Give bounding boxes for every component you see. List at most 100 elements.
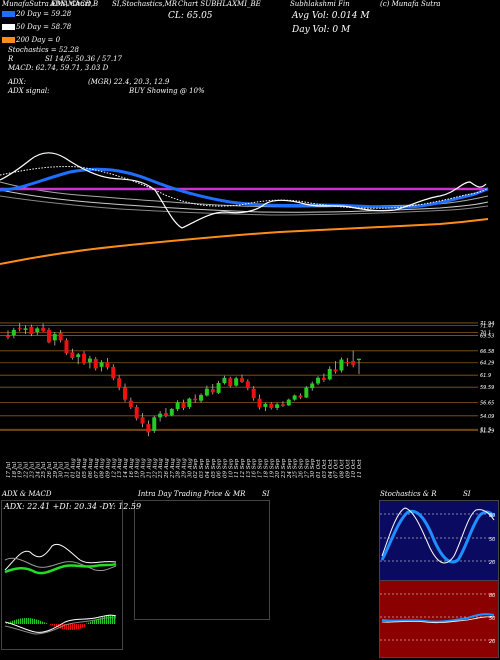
- macd-bar: [10, 621, 12, 624]
- date-label: 24 Jul: [35, 462, 41, 479]
- date-label: 30 Sep: [310, 458, 316, 478]
- date-label: 29 Aug: [182, 458, 188, 479]
- candle-body: [275, 404, 280, 408]
- date-label: 23 Sep: [281, 458, 287, 479]
- candle-body: [29, 326, 34, 335]
- price-tick-label: 70.1: [480, 330, 491, 336]
- si-tick-50: 50: [489, 616, 495, 622]
- adx-line-gray: [4, 557, 117, 571]
- candle-body: [158, 413, 163, 418]
- date-label: 10 Sep: [228, 458, 234, 478]
- date-label: 14 Aug: [123, 458, 129, 478]
- candle-body: [181, 402, 186, 408]
- candle-body: [76, 354, 81, 357]
- candle-body: [134, 406, 139, 419]
- date-label: 28 Aug: [176, 458, 182, 479]
- price-tick-label: 71.94: [480, 321, 494, 327]
- date-label: 06 Aug: [88, 458, 94, 478]
- candle-body: [234, 378, 239, 386]
- date-label: 07 Oct: [334, 459, 340, 478]
- macd-bar: [64, 624, 66, 630]
- ema-200-line: [0, 218, 489, 265]
- macd-bar: [16, 619, 18, 624]
- si-panel: [379, 580, 499, 658]
- candle-body: [357, 358, 361, 361]
- date-label: 26 Sep: [299, 458, 305, 479]
- date-label: 21 Aug: [146, 458, 152, 479]
- legend-label-50: 50 Day = 58.78: [16, 23, 72, 31]
- macd-bar: [60, 624, 62, 629]
- candle-body: [169, 409, 174, 416]
- macd-value: MACD: 62.74, 59.71, 3.03 D: [8, 64, 109, 72]
- candle-body: [351, 361, 356, 365]
- candle-body: [339, 359, 344, 371]
- date-label: 02 Sep: [193, 458, 199, 478]
- mr-panel-si: SI: [262, 490, 270, 498]
- date-label: 18 Sep: [263, 458, 269, 478]
- adx-panel: [1, 500, 123, 650]
- candle-body: [41, 327, 46, 331]
- date-label: 19 Aug: [135, 458, 141, 478]
- candle-body: [222, 377, 227, 383]
- macd-bar: [88, 622, 90, 624]
- macd-bar: [40, 620, 42, 624]
- stoch-tick-50: 50: [489, 537, 495, 543]
- ema-20-line: [0, 167, 489, 209]
- header-company: Subhlakshmi Fin: [290, 0, 350, 8]
- close-label: CL: 65.05: [168, 11, 213, 21]
- date-label: 04 Oct: [328, 459, 334, 478]
- price-tick-label: 56.65: [480, 401, 494, 407]
- price-tick-label: 64.29: [480, 361, 494, 367]
- candle-body: [333, 369, 338, 372]
- candle-body: [345, 362, 350, 364]
- macd-bar: [68, 624, 70, 630]
- mr-panel-title: Intra Day Trading Price & MR: [138, 490, 246, 498]
- date-label: 01 Oct: [316, 459, 322, 478]
- date-label: 04 Sep: [205, 458, 211, 478]
- candle-body: [228, 378, 233, 387]
- date-label: 30 Aug: [187, 458, 193, 478]
- candle-body: [263, 403, 268, 407]
- header-stoch: SI,Stochastics,MR: [112, 0, 178, 8]
- macd-bar: [24, 618, 26, 624]
- price-tick-label: 71.47: [480, 323, 495, 329]
- macd-bar: [86, 623, 88, 624]
- stochastics-value: Stochastics = 52.28: [8, 46, 79, 54]
- candle-body: [52, 334, 57, 341]
- header-site: (c) Munafa Sutra: [380, 0, 441, 8]
- adx-signal-label: ADX signal:: [8, 87, 50, 95]
- si-tick-20: 20: [489, 639, 495, 645]
- date-label: 09 Aug: [105, 458, 111, 478]
- macd-bar: [110, 615, 112, 624]
- macd-bar: [66, 624, 68, 630]
- legend-swatch-20: [2, 11, 15, 17]
- date-label: 31 Jul: [65, 462, 71, 478]
- legend-label-200: 200 Day = 0: [16, 36, 61, 44]
- date-label: 24 Sep: [287, 458, 293, 479]
- macd-bar: [92, 620, 94, 624]
- date-label: 30 Jul: [59, 462, 65, 478]
- stoch-panel-si: SI: [463, 490, 471, 498]
- date-label: 16 Sep: [252, 458, 258, 478]
- macd-bar: [84, 624, 86, 628]
- candle-body: [298, 395, 303, 398]
- candle-body: [257, 398, 262, 408]
- macd-bar: [30, 618, 32, 624]
- candle-body: [93, 359, 98, 369]
- candle-body: [163, 413, 168, 416]
- si-line-blue: [381, 613, 495, 623]
- candles: [6, 323, 361, 437]
- macd-signal-line: [4, 617, 117, 635]
- candle-body: [304, 387, 309, 398]
- macd-bar: [38, 620, 40, 624]
- price-grid: [0, 322, 478, 431]
- date-label: 07 Aug: [94, 458, 100, 478]
- adx-panel-title: ADX & MACD: [2, 490, 52, 498]
- macd-bar: [102, 617, 104, 624]
- candle-body: [64, 340, 69, 354]
- candle-body: [251, 388, 256, 399]
- stoch-tick-80: 80: [489, 513, 495, 519]
- price-tick-label: 51.29: [480, 428, 494, 434]
- ema-50-line: [0, 166, 489, 209]
- date-label: 19 Jul: [18, 462, 24, 478]
